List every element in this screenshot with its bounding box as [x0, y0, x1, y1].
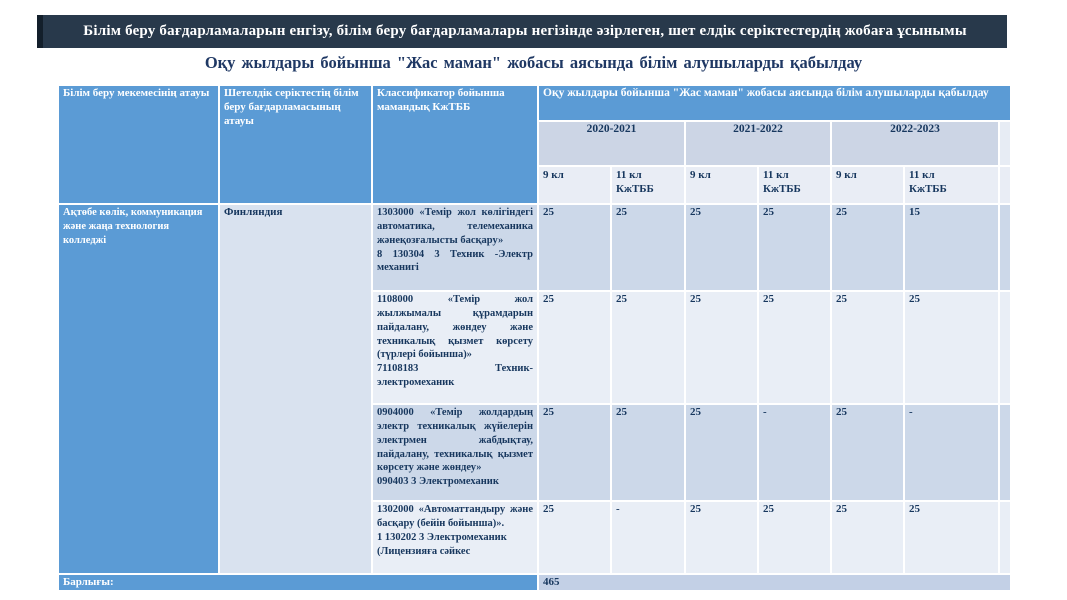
class-header-11kl-2022: 11 кл КжТББ [903, 165, 1000, 205]
specialty-cell: 1303000 «Темір жол көлігіндегі автоматик… [371, 203, 539, 292]
total-value-cell: 465 [536, 573, 1013, 592]
class-header-9kl-2022: 9 кл [830, 165, 905, 205]
column-header-classifier: Классификатор бойынша мамандық КжТББ [371, 84, 539, 205]
value-cell: 25 [610, 403, 686, 502]
admissions-table: Білім беру мекемесінің атауы Шетелдік се… [57, 84, 1013, 592]
class-header-11kl-2020: 11 кл КжТББ [610, 165, 686, 205]
empty-cell [997, 500, 1013, 575]
value-cell: 15 [903, 203, 1000, 292]
year-header-2022-2023: 2022-2023 [830, 120, 1000, 167]
value-cell: 25 [903, 500, 1000, 575]
value-cell: 25 [684, 403, 759, 502]
value-cell: 25 [537, 203, 612, 292]
table-row: 1108000 «Темір жол жылжымалы құрамдарын … [58, 290, 1013, 405]
specialty-cell: 1108000 «Темір жол жылжымалы құрамдарын … [371, 290, 539, 405]
value-cell: 25 [537, 500, 612, 575]
value-cell: 25 [684, 290, 759, 405]
class-header-9kl-2021: 9 кл [684, 165, 759, 205]
value-cell: 25 [684, 203, 759, 292]
column-header-admission: Оқу жылдары бойынша "Жас маман" жобасы а… [536, 84, 1013, 122]
value-cell: 25 [830, 290, 905, 405]
value-cell: 25 [903, 290, 1000, 405]
table-row: Ақтөбе көлік, коммуникация және жаңа тех… [57, 203, 1013, 575]
value-cell: 25 [757, 290, 832, 405]
value-cell: 25 [684, 500, 759, 575]
value-cell: 25 [537, 403, 612, 502]
class-header-9kl-2020: 9 кл [537, 165, 612, 205]
value-cell: 25 [830, 500, 905, 575]
institution-cell: Ақтөбе көлік, коммуникация және жаңа тех… [57, 203, 220, 575]
page-title: Оқу жылдары бойынша "Жас маман" жобасы а… [204, 53, 863, 72]
value-cell: 25 [757, 500, 832, 575]
class-header-11kl-2021: 11 кл КжТББ [757, 165, 832, 205]
value-cell: 25 [830, 403, 905, 502]
specialty-cell: 1302000 «Автоматтандыру және басқару (бе… [371, 500, 539, 575]
top-banner: Білім беру бағдарламаларын енгізу, білім… [37, 15, 1007, 48]
table-row: 0904000 «Темір жолдардың электр техникал… [58, 403, 1013, 502]
year-header-2020-2021: 2020-2021 [537, 120, 686, 167]
year-header-2021-2022: 2021-2022 [684, 120, 832, 167]
empty-cell [997, 403, 1013, 502]
table-row: 1302000 «Автоматтандыру және басқару (бе… [58, 500, 1013, 575]
empty-cell [997, 203, 1013, 292]
value-cell: 25 [537, 290, 612, 405]
value-cell: - [757, 403, 832, 502]
total-row: Барлығы: 465 [57, 573, 1013, 592]
column-header-partner-program: Шетелдік серіктестің білім беру бағдарла… [218, 84, 373, 205]
specialty-cell: 0904000 «Темір жолдардың электр техникал… [371, 403, 539, 502]
banner-text: Білім беру бағдарламаларын енгізу, білім… [83, 23, 967, 39]
empty-header-cell [997, 165, 1013, 205]
value-cell: 25 [610, 203, 686, 292]
value-cell: - [610, 500, 686, 575]
value-cell: 25 [830, 203, 905, 292]
total-label-cell: Барлығы: [57, 573, 539, 592]
value-cell: 25 [610, 290, 686, 405]
empty-header-cell [997, 120, 1013, 167]
value-cell: 25 [757, 203, 832, 292]
value-cell: - [903, 403, 1000, 502]
partner-country-cell: Финляндия [218, 203, 373, 575]
empty-cell [997, 290, 1013, 405]
column-header-institution: Білім беру мекемесінің атауы [57, 84, 220, 205]
